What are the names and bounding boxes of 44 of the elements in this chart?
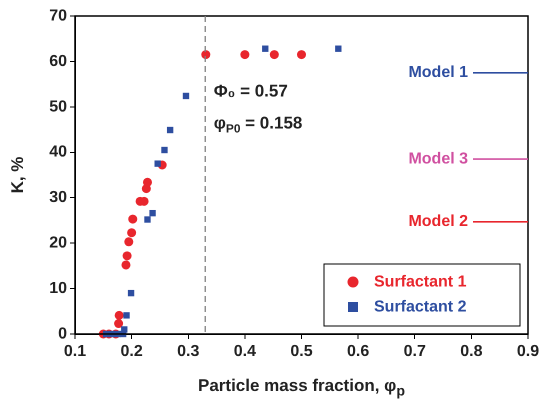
point (114, 319, 124, 328)
x-tick-label: 0.2 (120, 343, 143, 360)
y-tick-label: 50 (49, 98, 68, 116)
point (121, 326, 128, 333)
x-tick-label: 0.3 (177, 343, 200, 360)
y-axis-title: K, % (8, 156, 28, 194)
x-axis-title: Particle mass fraction, φ$_{p}$ (197, 376, 406, 400)
x-tick-label: 0.9 (516, 343, 540, 360)
point (240, 50, 250, 60)
point (149, 210, 156, 216)
y-tick-label: 20 (49, 234, 68, 252)
ref-line-label: Model 2 (408, 213, 468, 230)
point (123, 312, 130, 319)
legend-label: Surfactant 2 (374, 298, 467, 316)
point (128, 290, 134, 296)
legend-label: Surfactant 1 (374, 273, 467, 290)
x-tick-label: 0.4 (234, 343, 256, 360)
point (121, 260, 130, 270)
y-tick-label: 40 (49, 144, 68, 161)
point (154, 160, 161, 167)
point (114, 310, 124, 320)
point (166, 126, 174, 134)
point (270, 50, 279, 60)
ref-line-label: Model 3 (408, 150, 468, 168)
point (127, 228, 136, 238)
x-tick-label: 0.6 (347, 343, 370, 360)
y-tick-label: 70 (49, 7, 68, 24)
x-tick-label: 0.1 (64, 343, 86, 360)
point (124, 237, 134, 246)
x-tick-label: 0.5 (290, 343, 313, 360)
point (335, 46, 342, 52)
y-tick-label: 0 (58, 325, 68, 342)
y-tick-label: 10 (49, 280, 68, 297)
point (142, 178, 152, 187)
x-tick-label: 0.7 (404, 343, 426, 360)
y-tick-label: 30 (49, 189, 68, 206)
y-tick-label: 60 (49, 52, 68, 70)
point (122, 251, 132, 260)
annotation: Φ₀ = 0.57 (214, 82, 288, 101)
x-tick-label: 0.8 (460, 343, 483, 360)
point (262, 46, 268, 52)
ref-line-label: Model 1 (408, 64, 468, 82)
point (128, 214, 138, 224)
point (297, 50, 306, 60)
